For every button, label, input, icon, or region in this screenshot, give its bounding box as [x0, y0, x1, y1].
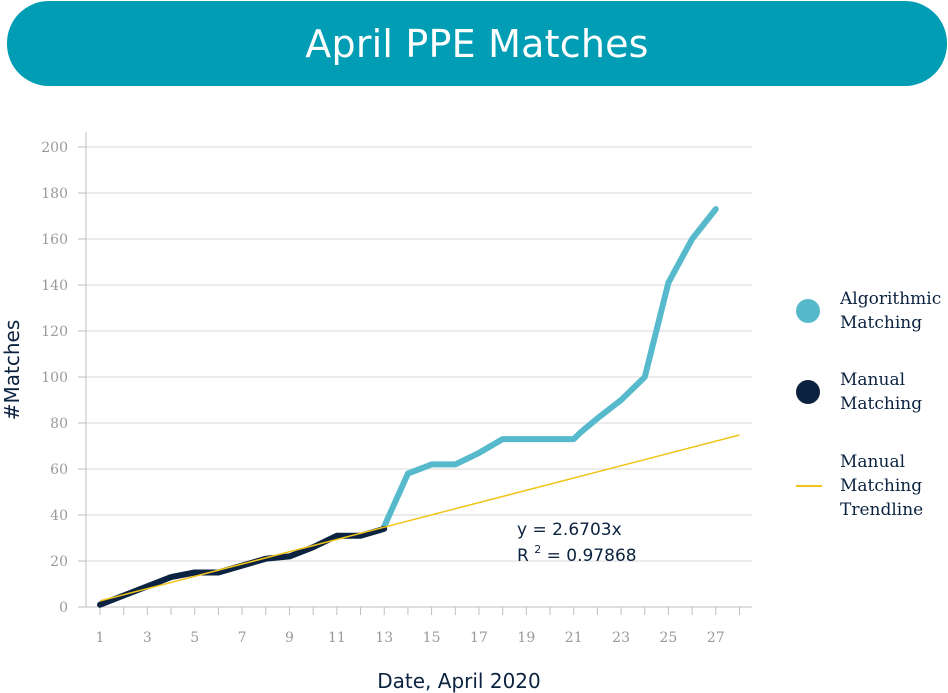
r-squared-prefix: R: [517, 546, 529, 566]
legend-label-manual: Manual Matching: [840, 368, 922, 416]
x-tick-label-21: 21: [565, 630, 583, 646]
x-axis-ticks: 1 3 5 7 9 11 13 15 17 19 21 23 25 27: [96, 607, 740, 646]
y-axis-title: #Matches: [0, 320, 24, 421]
x-axis-title: Date, April 2020: [377, 669, 541, 693]
legend-label-trendline-line3: Trendline: [840, 500, 924, 520]
x-tick-label-23: 23: [612, 630, 630, 646]
legend-item-trendline: Manual Matching Trendline: [796, 450, 923, 522]
legend-label-algorithmic: Algorithmic Matching: [840, 287, 941, 335]
series-manual-matching: [97, 525, 388, 608]
legend-label-manual-line2: Matching: [840, 394, 923, 414]
x-tick-label-3: 3: [143, 630, 152, 646]
chart-title: April PPE Matches: [305, 21, 649, 66]
x-tick-label-15: 15: [423, 630, 441, 646]
legend-marker-manual: [796, 380, 820, 404]
y-tick-label-20: 20: [50, 554, 68, 570]
r-squared-annotation: R 2 = 0.97868: [517, 538, 637, 566]
y-tick-label-100: 100: [41, 370, 68, 386]
legend-item-algorithmic: Algorithmic Matching: [796, 287, 941, 335]
legend-item-manual: Manual Matching: [796, 368, 922, 416]
x-tick-label-19: 19: [517, 630, 535, 646]
y-tick-label-0: 0: [59, 600, 68, 616]
legend-marker-trendline: [796, 485, 822, 487]
x-tick-label-1: 1: [96, 630, 105, 646]
y-tick-label-60: 60: [50, 462, 68, 478]
legend-label-trendline: Manual Matching Trendline: [840, 450, 923, 522]
legend-marker-algorithmic: [796, 299, 820, 323]
x-tick-label-17: 17: [470, 630, 488, 646]
x-tick-label-5: 5: [190, 630, 199, 646]
y-tick-label-40: 40: [50, 508, 68, 524]
series-algorithmic-matching: [381, 206, 719, 530]
legend-label-algorithmic-line2: Matching: [840, 313, 923, 333]
x-tick-label-11: 11: [328, 630, 346, 646]
r-squared-value: = 0.97868: [547, 546, 637, 566]
x-tick-label-9: 9: [285, 630, 294, 646]
y-axis-ticks: 0 20 40 60 80 100 120 140 160 180 200: [41, 140, 86, 616]
x-tick-label-13: 13: [375, 630, 393, 646]
legend-label-trendline-line2: Matching: [840, 476, 923, 496]
legend-label-trendline-line1: Manual: [840, 452, 906, 472]
y-tick-label-140: 140: [41, 278, 68, 294]
series-lines: [97, 206, 740, 608]
x-tick-label-25: 25: [660, 630, 678, 646]
x-tick-label-27: 27: [707, 630, 725, 646]
y-tick-label-80: 80: [50, 416, 68, 432]
title-banner: April PPE Matches: [7, 1, 947, 86]
legend-label-algorithmic-line1: Algorithmic: [840, 289, 942, 309]
trendline-equation: y = 2.6703x: [517, 520, 622, 540]
series-manual-trendline: [99, 434, 740, 602]
r-squared-superscript: 2: [534, 543, 541, 556]
axes: [85, 132, 752, 608]
legend-label-manual-line1: Manual: [840, 370, 906, 390]
y-tick-label-120: 120: [41, 324, 68, 340]
y-tick-label-200: 200: [41, 140, 68, 156]
y-tick-label-180: 180: [41, 186, 68, 202]
y-tick-label-160: 160: [41, 232, 68, 248]
x-tick-label-7: 7: [238, 630, 247, 646]
